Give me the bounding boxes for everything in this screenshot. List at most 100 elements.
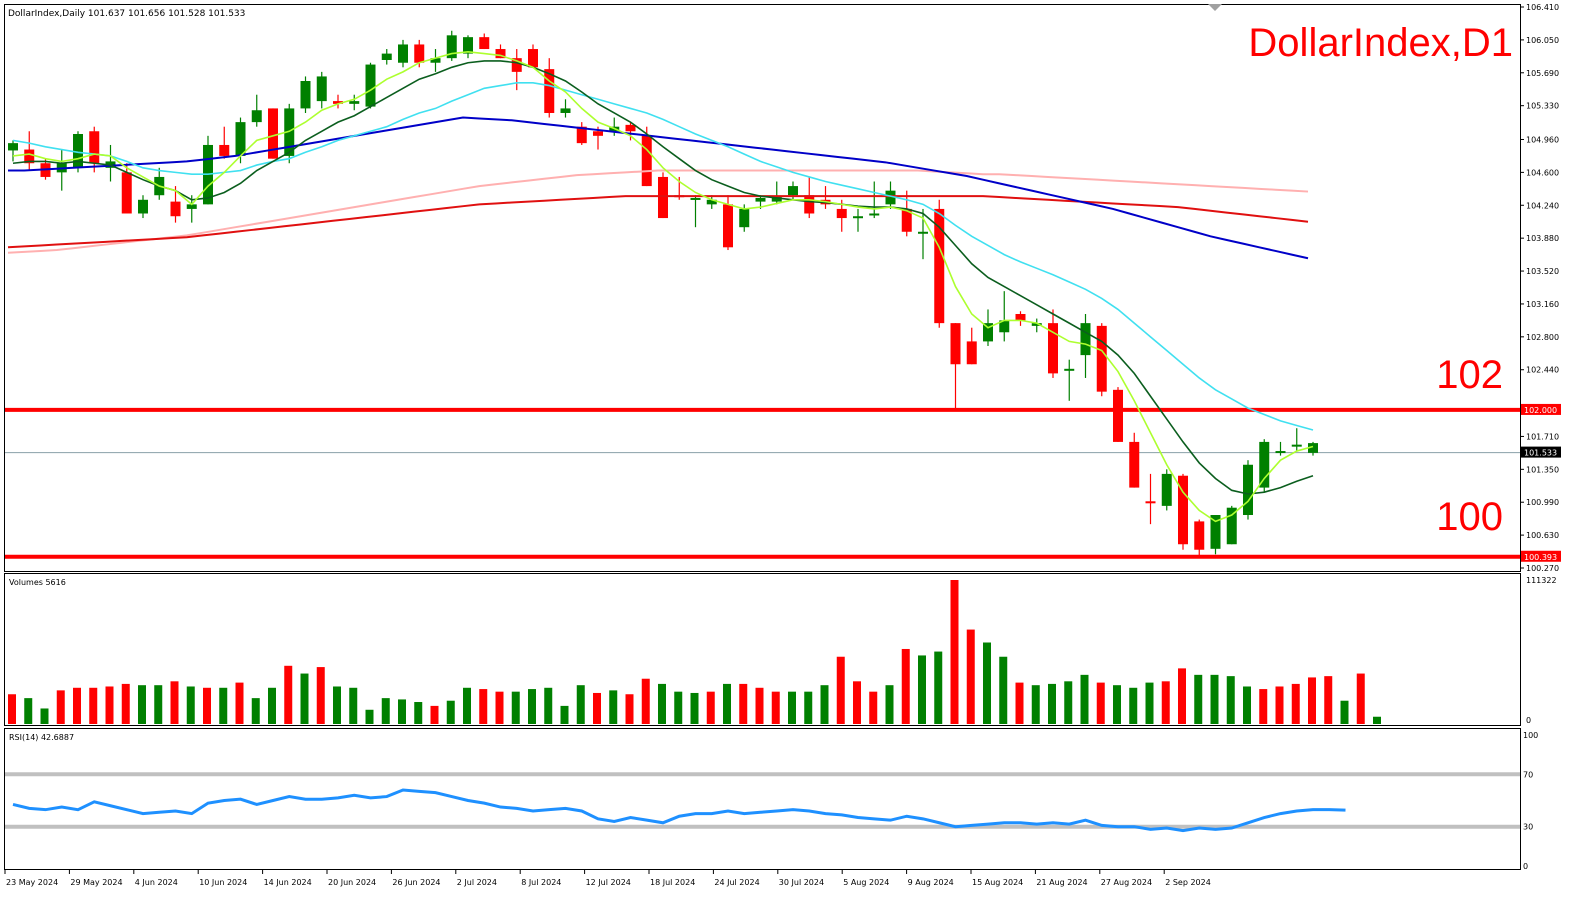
candle-body (1048, 323, 1058, 374)
candlestick (560, 99, 571, 118)
candlestick (544, 58, 555, 118)
candlestick (333, 94, 343, 109)
volume-bar (105, 686, 114, 724)
volume-bar (836, 656, 845, 724)
volume-bar (1031, 685, 1040, 724)
volume-bar (690, 692, 699, 724)
price-axis-label: 103.160 (1526, 300, 1559, 309)
date-axis-label: 14 Jun 2024 (264, 878, 312, 887)
candle-body (1129, 441, 1140, 488)
volume-bar (853, 681, 861, 724)
volume-bar (1096, 682, 1105, 724)
candlestick (1194, 519, 1205, 557)
chart-shift-marker-icon[interactable] (1208, 4, 1222, 11)
candle-body (950, 323, 961, 365)
volume-bar (1145, 682, 1154, 724)
candlestick (576, 122, 587, 145)
rsi-axis-label: 30 (1523, 823, 1533, 832)
date-axis-label: 8 Jul 2024 (521, 878, 561, 887)
candlestick (349, 94, 360, 111)
candlestick (1226, 505, 1237, 545)
candle-body (966, 341, 977, 365)
candle-body (901, 208, 912, 232)
volume-bar (528, 689, 536, 724)
candle-body (430, 58, 441, 63)
volume-bar (186, 686, 195, 724)
volume-bar (89, 687, 98, 724)
volume-bar (820, 685, 829, 724)
volume-bar (268, 687, 276, 724)
candle-body (1113, 389, 1123, 442)
volume-bar (203, 687, 211, 724)
candle-body (1096, 325, 1107, 392)
moving-average-line (12, 82, 1314, 431)
price-axis-label: 105.690 (1526, 69, 1559, 78)
volume-bar (706, 691, 715, 724)
candle-body (1080, 323, 1091, 356)
price-tag-background (1521, 403, 1561, 415)
candle-body (121, 172, 132, 214)
date-axis-label: 9 Aug 2024 (908, 878, 954, 887)
volume-bar (381, 698, 390, 724)
date-axis-label: 2 Jul 2024 (457, 878, 497, 887)
volume-bar (1129, 687, 1138, 724)
price-axis-label: 101.350 (1526, 465, 1559, 474)
candle-body (1064, 368, 1075, 371)
level-102-label: 102 (1436, 353, 1503, 397)
volume-bar (235, 682, 244, 724)
candle-body (89, 131, 100, 164)
date-axis-label: 27 Aug 2024 (1101, 878, 1152, 887)
volume-bar (999, 656, 1008, 724)
volume-bar (771, 691, 780, 724)
candlestick (528, 44, 538, 68)
volume-bar (349, 687, 358, 724)
candlestick (771, 181, 782, 205)
price-axis-label: 103.880 (1526, 234, 1559, 243)
volume-bar (625, 694, 634, 724)
candlestick (1064, 359, 1075, 401)
candle-body (723, 204, 733, 248)
date-axis-label: 4 Jun 2024 (135, 878, 178, 887)
candle-body (138, 199, 148, 214)
volume-bar (56, 690, 65, 724)
volume-bar (576, 685, 585, 724)
volume-bar (40, 708, 49, 724)
candle-body (446, 35, 457, 59)
date-axis-label: 24 Jul 2024 (714, 878, 759, 887)
candle-body (186, 204, 197, 209)
volume-bar (170, 681, 179, 724)
candle-body (739, 208, 750, 228)
candlestick (869, 181, 880, 219)
price-axis-label: 103.520 (1526, 267, 1559, 276)
volume-bar (1275, 686, 1284, 724)
volume-bar (154, 685, 163, 724)
candle-body (788, 186, 798, 196)
date-axis-label: 10 Jun 2024 (199, 878, 247, 887)
volume-axis-label: 0 (1526, 716, 1531, 725)
candlestick (316, 71, 327, 109)
candlestick (8, 140, 18, 162)
volume-bar (1226, 676, 1235, 724)
date-axis-label: 2 Sep 2024 (1165, 878, 1211, 887)
candle-body (641, 135, 652, 187)
volume-bar (918, 655, 926, 724)
candle-body (349, 101, 360, 104)
volume-bar (251, 698, 260, 724)
candle-body (268, 108, 278, 159)
volume-bar (121, 683, 130, 724)
candle-body (918, 231, 928, 234)
candle-body (511, 58, 522, 72)
candlestick (203, 135, 213, 205)
volume-bar (1291, 683, 1300, 724)
date-axis-label: 20 Jun 2024 (328, 878, 376, 887)
candle-body (1308, 443, 1318, 453)
volume-bar (1356, 673, 1365, 724)
volume-bar (398, 699, 406, 724)
candle-body (593, 131, 603, 136)
date-axis-label: 15 Aug 2024 (972, 878, 1023, 887)
candlestick (300, 76, 311, 113)
price-axis-label: 105.330 (1526, 102, 1559, 111)
rsi-panel-frame (4, 728, 1521, 870)
candlestick (706, 195, 717, 209)
volume-bar (219, 687, 228, 724)
